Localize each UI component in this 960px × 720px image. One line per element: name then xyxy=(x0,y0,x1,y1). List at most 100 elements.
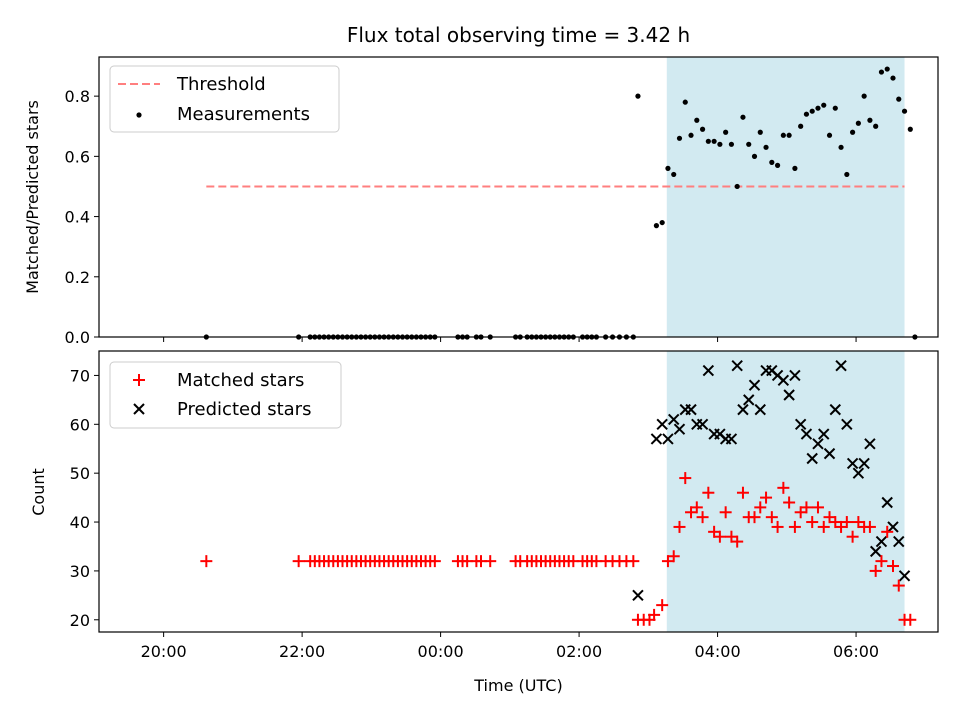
x-tick-label: 22:00 xyxy=(279,642,325,661)
bottom-y-axis-label: Count xyxy=(29,468,48,516)
measurement-point xyxy=(746,141,752,147)
legend-predicted-label: Predicted stars xyxy=(177,399,311,420)
matched-point xyxy=(484,555,497,568)
measurement-point xyxy=(676,135,683,141)
matched-point xyxy=(748,511,761,524)
measurement-point xyxy=(688,132,694,138)
y-tick-label: 0.0 xyxy=(65,328,90,347)
measurement-point xyxy=(682,99,688,105)
measurement-point xyxy=(832,105,838,111)
measurement-point xyxy=(728,141,735,147)
matched-point xyxy=(627,555,640,568)
predicted-point xyxy=(881,496,893,509)
matched-point xyxy=(886,560,899,573)
y-tick-label: 0.6 xyxy=(65,147,90,166)
x-tick-label: 06:00 xyxy=(833,642,879,661)
legend-threshold-label: Threshold xyxy=(176,74,266,95)
measurement-point xyxy=(873,123,879,129)
measurement-point xyxy=(659,219,665,226)
measurement-point xyxy=(751,153,758,159)
measurement-point xyxy=(717,141,723,147)
matched-point xyxy=(904,613,917,626)
matched-point xyxy=(754,501,767,514)
bottom-highlight-span xyxy=(666,351,905,632)
y-tick-label: 20 xyxy=(70,611,90,630)
predicted-point xyxy=(650,433,663,445)
matched-point xyxy=(690,501,703,514)
top-y-axis: 0.0 0.2 0.4 0.6 0.8 xyxy=(65,87,99,347)
measurement-point xyxy=(901,108,908,114)
bottom-x-axis: 20:00 22:00 00:00 02:00 04:00 06:00 xyxy=(141,632,879,661)
matched-point xyxy=(731,535,744,548)
bottom-plot-frame xyxy=(98,350,939,633)
matched-point xyxy=(713,530,726,543)
predicted-point xyxy=(835,359,847,372)
matched-point xyxy=(736,486,749,499)
measurement-point xyxy=(711,138,717,144)
top-panel: 0.00.20.40.60.8 Matched/Predicted stars … xyxy=(23,56,939,347)
predicted-point xyxy=(812,438,824,450)
matched-point xyxy=(892,579,905,592)
matched-point xyxy=(719,506,732,519)
measurement-point xyxy=(699,126,706,132)
x-tick-label: 20:00 xyxy=(141,642,187,661)
predicted-point xyxy=(743,394,755,406)
matched-point xyxy=(679,472,692,485)
predicted-point xyxy=(702,364,715,377)
y-tick-label: 0.4 xyxy=(65,208,90,227)
measurement-point xyxy=(665,165,671,171)
predicted-point xyxy=(725,433,738,445)
matched-point xyxy=(702,486,715,499)
matched-point xyxy=(840,516,853,529)
measurement-point xyxy=(803,111,810,117)
matched-point xyxy=(811,501,824,514)
measurement-point xyxy=(907,126,913,132)
predicted-point xyxy=(789,369,801,382)
y-tick-label: 60 xyxy=(70,415,90,434)
measurement-point xyxy=(769,159,775,165)
top-y-axis-label: Matched/Predicted stars xyxy=(23,100,42,294)
predicted-point xyxy=(673,423,686,435)
measurement-point xyxy=(826,132,833,138)
measurement-point xyxy=(890,75,896,81)
predicted-point xyxy=(632,589,644,602)
measurement-point xyxy=(867,117,873,123)
measurement-point xyxy=(653,223,660,229)
bottom-legend: Matched stars Predicted stars xyxy=(109,361,342,429)
legend-predicted-swatch xyxy=(133,403,145,415)
matched-point xyxy=(673,520,686,533)
bottom-y-axis: 20 30 40 50 60 70 xyxy=(70,366,99,630)
matched-point xyxy=(777,481,790,494)
matched-point xyxy=(881,525,894,538)
y-tick-label: 30 xyxy=(70,562,90,581)
matched-point xyxy=(765,511,778,524)
measurement-point xyxy=(723,129,729,135)
predicted-point xyxy=(806,452,818,465)
measurement-point xyxy=(821,102,827,108)
matched-point xyxy=(656,599,669,612)
predicted-point xyxy=(685,403,697,416)
predicted-point xyxy=(737,403,749,416)
predicted-point xyxy=(841,418,853,431)
measurement-point xyxy=(792,165,798,171)
predicted-point xyxy=(777,374,790,387)
top-highlight-span xyxy=(666,57,905,337)
measurement-point xyxy=(740,114,746,120)
predicted-point xyxy=(783,389,795,401)
top-x-ticks xyxy=(163,337,857,342)
predicted-point xyxy=(875,535,888,548)
matched-point xyxy=(788,520,801,533)
matched-point xyxy=(800,501,813,514)
matched-point xyxy=(863,520,876,533)
measurement-point xyxy=(896,96,902,102)
matched-point xyxy=(783,496,796,509)
predicted-point xyxy=(696,418,709,431)
legend-measurements-label: Measurements xyxy=(177,104,310,125)
matched-stars-series xyxy=(200,472,917,626)
measurement-point xyxy=(763,144,769,150)
chart-title: Flux total observing time = 3.42 h xyxy=(347,23,690,47)
y-tick-label: 0.2 xyxy=(65,268,90,287)
predicted-point xyxy=(794,418,807,431)
matched-point xyxy=(200,555,213,568)
